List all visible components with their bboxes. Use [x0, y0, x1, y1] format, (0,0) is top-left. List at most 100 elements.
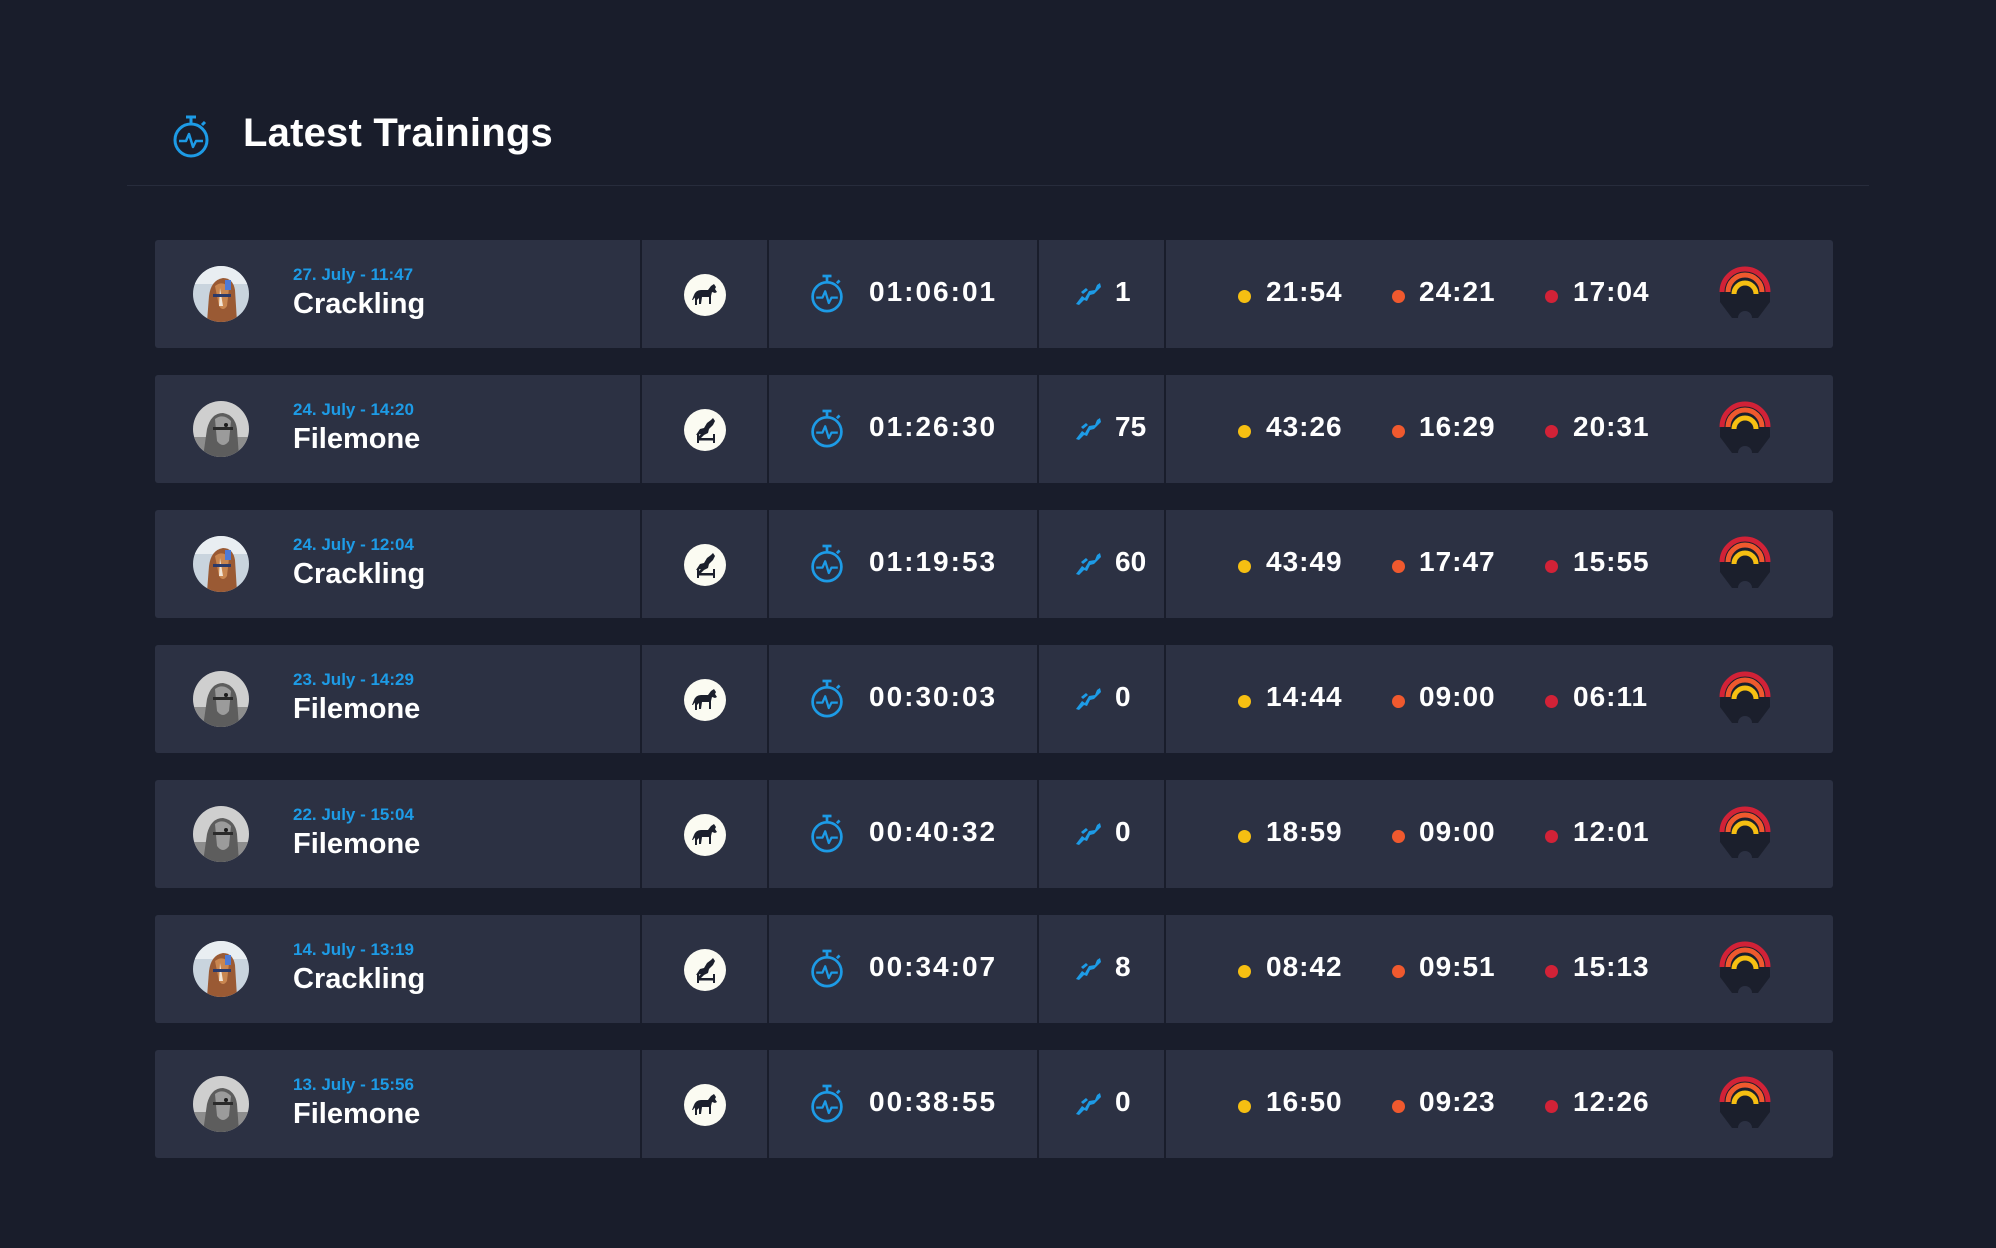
canter-dot	[1545, 965, 1558, 978]
gaits-cell: 18:59 09:00 12:01	[1166, 780, 1833, 888]
trot-time: 09:00	[1419, 816, 1496, 847]
horse-cell: 24. July - 14:20 Filemone	[155, 375, 642, 483]
walk-time: 43:26	[1266, 411, 1343, 442]
training-date: 24. July - 14:20	[293, 400, 414, 419]
jump-count: 75	[1115, 411, 1147, 442]
duration-cell: 00:30:03	[769, 645, 1039, 753]
walk-dot	[1238, 965, 1251, 978]
training-date: 24. July - 12:04	[293, 535, 414, 554]
stopwatch-icon	[811, 544, 843, 583]
horse-name: Filemone	[293, 1098, 421, 1130]
canter-dot	[1545, 425, 1558, 438]
duration-cell: 00:40:32	[769, 780, 1039, 888]
canter-time: 06:11	[1573, 681, 1649, 712]
page-title: Latest Trainings	[243, 111, 553, 155]
trot-dot	[1392, 695, 1405, 708]
gaits-cell: 08:42 09:51 15:13	[1166, 915, 1833, 1023]
walk-time: 08:42	[1266, 951, 1343, 982]
stopwatch-icon	[811, 409, 843, 448]
walk-dot	[1238, 830, 1251, 843]
duration-cell: 00:34:07	[769, 915, 1039, 1023]
gait-gauge-icon[interactable]	[1714, 667, 1776, 729]
gaits-cell: 16:50 09:23 12:26	[1166, 1050, 1833, 1158]
canter-time: 12:26	[1573, 1086, 1650, 1117]
stopwatch-icon	[173, 115, 209, 158]
horse-avatar	[193, 671, 249, 727]
type-cell	[642, 780, 769, 888]
trot-dot	[1392, 1100, 1405, 1113]
trot-time: 09:51	[1419, 951, 1496, 982]
horse-avatar	[193, 536, 249, 592]
jumps-cell: 75	[1039, 375, 1166, 483]
training-date: 14. July - 13:19	[293, 940, 414, 959]
walk-dot	[1238, 695, 1251, 708]
horse-avatar	[193, 806, 249, 862]
jumping-horse-icon	[1076, 958, 1101, 980]
trot-time: 24:21	[1419, 276, 1496, 307]
duration-cell: 00:38:55	[769, 1050, 1039, 1158]
gait-gauge-icon[interactable]	[1714, 532, 1776, 594]
training-row[interactable]: 13. July - 15:56 Filemone 00:38:55 0	[155, 1050, 1833, 1158]
horse-name: Filemone	[293, 828, 421, 860]
horse-name: Crackling	[293, 963, 426, 995]
horse-cell: 23. July - 14:29 Filemone	[155, 645, 642, 753]
walk-time: 21:54	[1266, 276, 1343, 307]
horse-jumping-icon	[696, 418, 715, 443]
duration-cell: 01:06:01	[769, 240, 1039, 348]
gait-gauge-icon[interactable]	[1714, 937, 1776, 999]
walk-dot	[1238, 560, 1251, 573]
stopwatch-icon	[811, 1084, 843, 1123]
stopwatch-icon	[811, 814, 843, 853]
jump-count: 0	[1115, 1086, 1131, 1117]
horse-name: Crackling	[293, 288, 426, 320]
jump-count: 60	[1115, 546, 1147, 577]
gait-gauge-icon[interactable]	[1714, 1072, 1776, 1134]
trot-dot	[1392, 425, 1405, 438]
training-list: 27. July - 11:47 Crackling 01:06:01 1	[155, 240, 1833, 1185]
training-duration: 00:40:32	[869, 816, 998, 847]
gaits-cell: 43:26 16:29 20:31	[1166, 375, 1833, 483]
horse-name: Filemone	[293, 423, 421, 455]
training-date: 13. July - 15:56	[293, 1075, 414, 1094]
training-duration: 01:19:53	[869, 546, 998, 577]
horse-cell: 22. July - 15:04 Filemone	[155, 780, 642, 888]
stopwatch-icon	[811, 949, 843, 988]
canter-dot	[1545, 1100, 1558, 1113]
training-row[interactable]: 22. July - 15:04 Filemone 00:40:32 0	[155, 780, 1833, 888]
horse-flatwork-icon	[692, 824, 717, 845]
training-type-badge	[684, 949, 726, 991]
jumps-cell: 0	[1039, 1050, 1166, 1158]
trot-time: 16:29	[1419, 411, 1496, 442]
jumps-cell: 0	[1039, 780, 1166, 888]
training-duration: 00:34:07	[869, 951, 998, 982]
training-row[interactable]: 27. July - 11:47 Crackling 01:06:01 1	[155, 240, 1833, 348]
jumps-cell: 60	[1039, 510, 1166, 618]
canter-time: 15:55	[1573, 546, 1650, 577]
training-duration: 00:30:03	[869, 681, 998, 712]
trot-time: 09:23	[1419, 1086, 1496, 1117]
training-row[interactable]: 23. July - 14:29 Filemone 00:30:03 0	[155, 645, 1833, 753]
gait-gauge-icon[interactable]	[1714, 262, 1776, 324]
trot-dot	[1392, 290, 1405, 303]
jump-count: 1	[1115, 276, 1131, 307]
horse-cell: 13. July - 15:56 Filemone	[155, 1050, 642, 1158]
training-row[interactable]: 24. July - 14:20 Filemone 01:26:30 75	[155, 375, 1833, 483]
training-type-badge	[684, 274, 726, 316]
training-row[interactable]: 24. July - 12:04 Crackling 01:19:53 60	[155, 510, 1833, 618]
trot-dot	[1392, 830, 1405, 843]
walk-time: 18:59	[1266, 816, 1343, 847]
walk-dot	[1238, 425, 1251, 438]
type-cell	[642, 375, 769, 483]
canter-dot	[1545, 290, 1558, 303]
training-row[interactable]: 14. July - 13:19 Crackling 00:34:07 8	[155, 915, 1833, 1023]
section-header: Latest Trainings	[127, 95, 1869, 186]
jumps-cell: 0	[1039, 645, 1166, 753]
walk-time: 14:44	[1266, 681, 1343, 712]
horse-jumping-icon	[696, 958, 715, 983]
gait-gauge-icon[interactable]	[1714, 802, 1776, 864]
training-type-badge	[684, 1084, 726, 1126]
gait-gauge-icon[interactable]	[1714, 397, 1776, 459]
type-cell	[642, 645, 769, 753]
canter-time: 17:04	[1573, 276, 1650, 307]
training-date: 27. July - 11:47	[293, 265, 414, 284]
